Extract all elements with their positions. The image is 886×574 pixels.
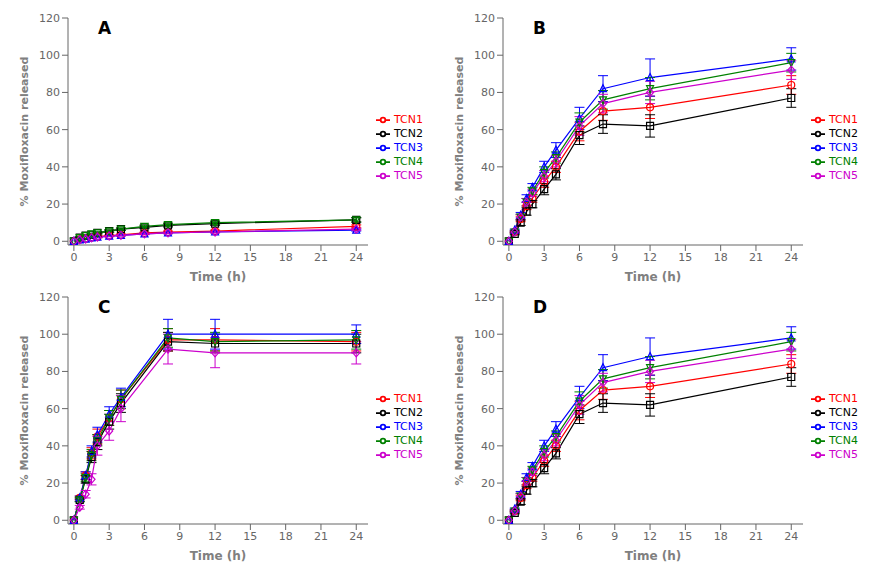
- svg-text:12: 12: [208, 530, 222, 543]
- svg-text:24: 24: [349, 530, 363, 543]
- svg-text:18: 18: [279, 530, 293, 543]
- svg-text:18: 18: [714, 530, 728, 543]
- svg-text:0: 0: [505, 530, 512, 543]
- svg-text:15: 15: [678, 530, 692, 543]
- svg-text:6: 6: [141, 251, 148, 264]
- svg-text:60: 60: [481, 403, 495, 416]
- html-text:TCN5: TCN5: [394, 447, 423, 461]
- svg-text:3: 3: [106, 251, 113, 264]
- svg-text:3: 3: [541, 251, 548, 264]
- html-text:TCN3: TCN3: [394, 419, 423, 433]
- svg-text:120: 120: [39, 291, 60, 304]
- svg-text:100: 100: [474, 328, 495, 341]
- svg-text:9: 9: [611, 530, 618, 543]
- svg-text:Time (h): Time (h): [190, 270, 247, 284]
- svg-text:21: 21: [314, 251, 328, 264]
- svg-text:21: 21: [749, 251, 763, 264]
- html-text:TCN2: TCN2: [829, 126, 858, 140]
- svg-text:21: 21: [749, 530, 763, 543]
- html-text:TCN4: TCN4: [829, 154, 858, 168]
- svg-text:21: 21: [314, 530, 328, 543]
- html-text:TCN3: TCN3: [829, 419, 858, 433]
- svg-text:15: 15: [243, 251, 257, 264]
- svg-text:60: 60: [46, 124, 60, 137]
- svg-text:120: 120: [474, 291, 495, 304]
- svg-text:12: 12: [208, 251, 222, 264]
- svg-text:120: 120: [474, 12, 495, 25]
- html-text:TCN1: TCN1: [829, 112, 858, 126]
- svg-text:20: 20: [481, 477, 495, 490]
- svg-text:9: 9: [611, 251, 618, 264]
- svg-text:0: 0: [488, 235, 495, 248]
- svg-text:Time (h): Time (h): [625, 270, 682, 284]
- html-text:A: A: [98, 18, 112, 38]
- svg-text:60: 60: [46, 403, 60, 416]
- html-text:TCN5: TCN5: [829, 447, 858, 461]
- svg-text:40: 40: [46, 161, 60, 174]
- html-text:TCN1: TCN1: [394, 391, 423, 405]
- svg-text:% Moxifloxacin released: % Moxifloxacin released: [18, 57, 31, 207]
- svg-text:20: 20: [46, 477, 60, 490]
- html-text:TCN5: TCN5: [829, 168, 858, 182]
- svg-text:0: 0: [53, 235, 60, 248]
- html-text:B: B: [533, 18, 546, 38]
- html-text:TCN2: TCN2: [394, 405, 423, 419]
- svg-text:9: 9: [176, 251, 183, 264]
- svg-text:0: 0: [70, 251, 77, 264]
- svg-text:3: 3: [106, 530, 113, 543]
- svg-text:0: 0: [488, 514, 495, 527]
- svg-text:% Moxifloxacin released: % Moxifloxacin released: [453, 336, 466, 486]
- html-text:C: C: [98, 297, 111, 317]
- html-text:TCN2: TCN2: [829, 405, 858, 419]
- svg-text:100: 100: [474, 49, 495, 62]
- svg-text:6: 6: [576, 530, 583, 543]
- html-text:TCN4: TCN4: [394, 154, 423, 168]
- svg-text:80: 80: [481, 86, 495, 99]
- svg-text:20: 20: [46, 198, 60, 211]
- svg-text:12: 12: [643, 251, 657, 264]
- html-text:TCN2: TCN2: [394, 126, 423, 140]
- svg-text:0: 0: [505, 251, 512, 264]
- html-text:TCN5: TCN5: [394, 168, 423, 182]
- html-text:TCN4: TCN4: [394, 433, 423, 447]
- svg-text:15: 15: [678, 251, 692, 264]
- html-text:D: D: [533, 297, 548, 317]
- svg-text:60: 60: [481, 124, 495, 137]
- svg-text:24: 24: [349, 251, 363, 264]
- svg-text:3: 3: [541, 530, 548, 543]
- svg-text:6: 6: [576, 251, 583, 264]
- html-text:TCN1: TCN1: [829, 391, 858, 405]
- html-text:TCN3: TCN3: [394, 140, 423, 154]
- svg-text:24: 24: [784, 251, 798, 264]
- svg-text:9: 9: [176, 530, 183, 543]
- svg-text:18: 18: [714, 251, 728, 264]
- svg-text:40: 40: [481, 440, 495, 453]
- svg-text:18: 18: [279, 251, 293, 264]
- svg-text:6: 6: [141, 530, 148, 543]
- svg-text:% Moxifloxacin released: % Moxifloxacin released: [453, 57, 466, 207]
- svg-text:80: 80: [46, 365, 60, 378]
- svg-text:0: 0: [70, 530, 77, 543]
- svg-text:120: 120: [39, 12, 60, 25]
- svg-text:80: 80: [481, 365, 495, 378]
- html-text:TCN3: TCN3: [829, 140, 858, 154]
- svg-text:100: 100: [39, 49, 60, 62]
- svg-text:40: 40: [46, 440, 60, 453]
- html-text:TCN4: TCN4: [829, 433, 858, 447]
- html-text:TCN1: TCN1: [394, 112, 423, 126]
- svg-text:20: 20: [481, 198, 495, 211]
- svg-text:12: 12: [643, 530, 657, 543]
- svg-text:24: 24: [784, 530, 798, 543]
- svg-text:80: 80: [46, 86, 60, 99]
- svg-text:0: 0: [53, 514, 60, 527]
- svg-text:Time (h): Time (h): [625, 549, 682, 563]
- svg-text:15: 15: [243, 530, 257, 543]
- svg-text:100: 100: [39, 328, 60, 341]
- svg-text:Time (h): Time (h): [190, 549, 247, 563]
- svg-text:% Moxifloxacin released: % Moxifloxacin released: [18, 336, 31, 486]
- svg-text:40: 40: [481, 161, 495, 174]
